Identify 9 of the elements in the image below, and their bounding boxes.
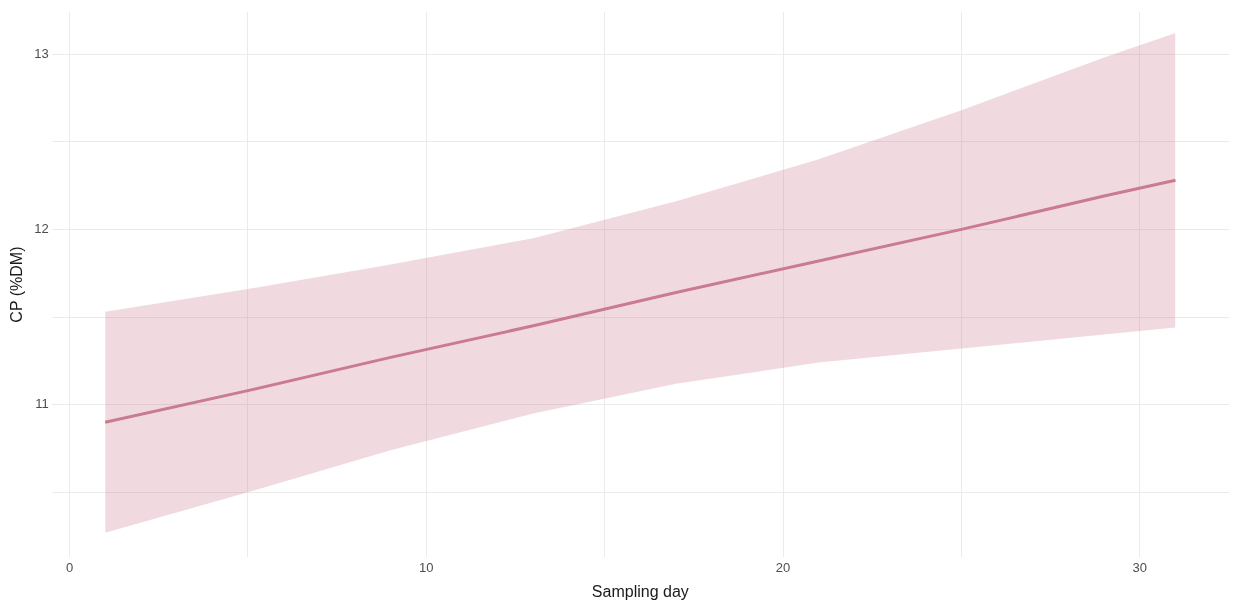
x-tick-label: 0 <box>65 559 74 575</box>
x-tick-label: 10 <box>419 559 434 575</box>
y-axis-title: CP (%DM) <box>8 246 26 323</box>
x-tick-label: 30 <box>1132 559 1148 575</box>
x-tick-label: 20 <box>775 559 791 575</box>
y-tick-label: 13 <box>34 45 49 61</box>
x-axis-title: Sampling day <box>591 582 689 600</box>
y-tick-label: 11 <box>35 396 49 412</box>
y-tick-label: 12 <box>34 220 49 236</box>
